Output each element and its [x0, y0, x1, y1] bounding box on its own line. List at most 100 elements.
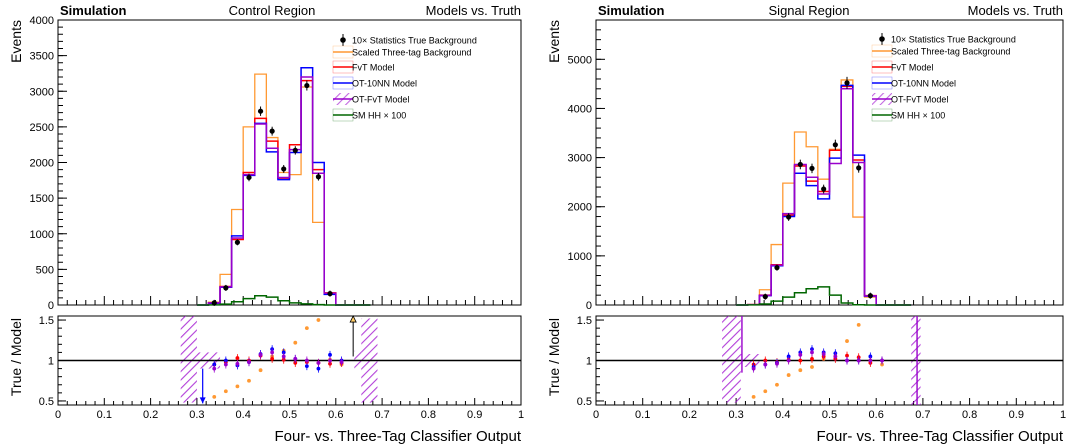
data-point [257, 108, 264, 114]
x-tick-label: 0.3 [189, 409, 204, 421]
legend-label: SM HH × 100 [891, 111, 945, 121]
series-step-line [196, 294, 371, 306]
x-tick-label: 0.4 [236, 409, 251, 421]
y-tick-label: 0 [48, 300, 54, 312]
ratio-tick-label: 0.5 [39, 396, 54, 408]
ratio-point [235, 384, 240, 389]
ratio-point [880, 362, 884, 367]
y-tick-label: 1000 [568, 251, 592, 263]
ratio-point [810, 365, 814, 369]
ratio-point [798, 358, 803, 363]
ratio-point [328, 352, 332, 357]
legend-label: 10× Statistics True Background [352, 36, 477, 46]
legend-entry-sm-hh: SM HH × 100 [871, 108, 945, 122]
data-point [292, 147, 298, 153]
ratio-point [223, 389, 228, 394]
control-region-panel: Simulation Control Region Models vs. Tru… [8, 3, 524, 445]
x-tick-label: 0.5 [282, 409, 297, 421]
ratio-uncertainty-band [722, 316, 741, 403]
series-step-line [736, 85, 912, 306]
y-tick-label: 2500 [30, 122, 54, 134]
x-tick-label: 0.7 [915, 409, 930, 421]
ratio-point [845, 358, 849, 363]
data-point [223, 285, 229, 291]
x-tick-label: 0.7 [374, 409, 389, 421]
simulation-label: Simulation [598, 3, 665, 18]
data-point [856, 165, 862, 171]
ratio-tick-label: 1.5 [39, 315, 54, 327]
models-vs-truth-label: Models vs. Truth [968, 3, 1063, 18]
ratio-offscale-arrow-down [199, 397, 206, 404]
ratio-point [845, 339, 849, 343]
y-tick-label: 500 [36, 264, 54, 276]
x-tick-label: 1 [518, 409, 524, 421]
y-tick-label: 5000 [568, 54, 592, 66]
y-tick-label: 3000 [568, 153, 592, 165]
ratio-point [270, 350, 275, 355]
x-tick-label: 0.5 [822, 409, 837, 421]
legend-label: SM HH × 100 [352, 111, 406, 121]
y-axis-label: Events [546, 20, 562, 63]
y-axis-label: Events [8, 20, 24, 63]
legend: 10× Statistics True Background Scaled Th… [332, 34, 477, 122]
legend-label: OT-FvT Model [891, 95, 948, 105]
ratio-point [270, 356, 275, 361]
legend-entry-true-background: 10× Statistics True Background [340, 34, 477, 46]
data-point [797, 161, 803, 168]
legend-entry-ot-10nn: OT-10NN Model [332, 76, 417, 90]
legend-label: OT-FvT Model [352, 95, 409, 105]
ratio-point [304, 358, 309, 363]
x-tick-label: 0.9 [467, 409, 482, 421]
x-tick-label: 0.6 [869, 409, 884, 421]
series-step-line [736, 84, 912, 306]
series-step-line [196, 79, 371, 306]
legend-label: OT-10NN Model [891, 79, 956, 89]
x-tick-label: 0.9 [1009, 409, 1024, 421]
data-point [315, 174, 322, 180]
ratio-tick-label: 1.5 [577, 315, 592, 327]
legend-label: FvT Model [891, 63, 933, 73]
ratio-point [247, 360, 251, 365]
ratio-uncertainty-band [180, 316, 197, 403]
legend-label: Scaled Three-tag Background [891, 47, 1010, 57]
models-vs-truth-label: Models vs. Truth [426, 3, 521, 18]
y-tick-label: 4000 [30, 15, 54, 27]
ratio-point [281, 350, 286, 355]
ratio-point [281, 354, 286, 359]
data-point [246, 174, 252, 181]
ratio-point [810, 356, 814, 361]
data-point [774, 265, 780, 271]
data-point [809, 165, 815, 171]
ratio-point [339, 360, 344, 365]
ratio-point [235, 356, 240, 360]
ratio-point [786, 358, 791, 363]
ratio-point [798, 352, 803, 357]
data-point [786, 214, 792, 220]
ratio-tick-label: 1 [586, 356, 592, 368]
x-tick-label: 0.4 [775, 409, 790, 421]
ratio-point [328, 358, 332, 363]
legend-entry-true-background: 10× Statistics True Background [879, 33, 1016, 45]
data-point [821, 186, 827, 192]
ratio-point [293, 340, 298, 345]
data-point [269, 128, 275, 134]
data-point [762, 294, 768, 300]
y-tick-label: 1500 [30, 193, 54, 205]
y-tick-label: 2000 [30, 158, 54, 170]
data-point [234, 239, 241, 245]
data-point [281, 166, 287, 172]
legend-entry-fvt: FvT Model [332, 60, 394, 74]
ratio-point [212, 366, 217, 371]
x-tick-label: 1 [1060, 409, 1066, 421]
chart-title: Control Region [229, 3, 316, 18]
ratio-axis-label: True / Model [546, 318, 562, 396]
ratio-point [775, 361, 779, 366]
ratio-point [810, 350, 814, 355]
ratio-tick-label: 1 [48, 356, 54, 368]
ratio-point [316, 318, 321, 322]
ratio-point [212, 395, 217, 399]
series-step-line [196, 76, 371, 306]
x-tick-label: 0.8 [962, 409, 977, 421]
ratio-tick-label: 0.5 [577, 396, 592, 408]
